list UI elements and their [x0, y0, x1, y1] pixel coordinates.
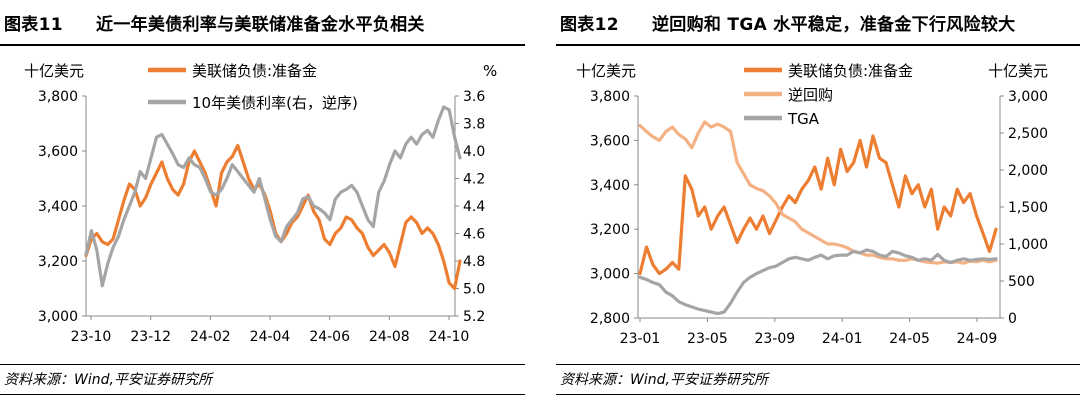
figure-number: 图表11	[4, 15, 63, 35]
legend-label-0: 美联储负债:准备金	[788, 62, 913, 80]
source-note: 资料来源：Wind,平安证券研究所	[4, 372, 212, 388]
figure-title: 近一年美债利率与美联储准备金水平负相关	[96, 15, 425, 35]
right-tick-label: 0	[1008, 311, 1017, 327]
right-tick-label: 500	[1008, 274, 1035, 290]
figure-title: 逆回购和 TGA 水平稳定，准备金下行风险较大	[652, 15, 1016, 35]
x-tick-label: 23-05	[687, 331, 728, 347]
right-tick-label: 5.0	[463, 282, 485, 298]
bottom-rule	[556, 394, 1080, 395]
right-tick-label: 5.2	[463, 309, 485, 325]
left-tick-label: 3,000	[38, 309, 78, 325]
x-tick-label: 24-05	[889, 331, 930, 347]
left-tick-label: 3,400	[590, 178, 630, 194]
legend-label-1: 逆回购	[788, 86, 833, 104]
left-tick-label: 3,800	[38, 89, 78, 105]
left-tick-label: 3,600	[38, 144, 78, 160]
x-tick-label: 24-10	[429, 329, 470, 345]
source-rule	[0, 364, 525, 365]
left-tick-label: 3,200	[590, 222, 630, 238]
source-note: 资料来源：Wind,平安证券研究所	[560, 372, 768, 388]
right-tick-label: 2,500	[1008, 126, 1048, 142]
right-tick-label: 1,500	[1008, 200, 1048, 216]
left-axis-unit: 十亿美元	[24, 62, 84, 80]
left-tick-label: 3,200	[38, 254, 78, 270]
x-tick-label: 23-09	[754, 331, 795, 347]
x-tick-label: 24-04	[250, 329, 291, 345]
bottom-rule	[0, 394, 525, 395]
right-tick-label: 4.4	[463, 199, 485, 215]
left-tick-label: 3,000	[590, 267, 630, 283]
left-tick-label: 2,800	[590, 311, 630, 327]
chart-left: 十亿美元 % 3,000 3,200 3,400 3,600 3,800 3.6 3.8 4.0 4…	[24, 62, 497, 345]
x-tick-label: 24-02	[190, 329, 231, 345]
x-tick-label: 24-01	[822, 331, 863, 347]
series-line-2	[638, 248, 998, 316]
series-line-1	[84, 105, 462, 288]
legend-label-0: 美联储负债:准备金	[192, 62, 317, 80]
right-tick-label: 4.8	[463, 254, 485, 270]
x-tick-label: 23-10	[71, 329, 112, 345]
chart-panel-right: 图表12 逆回购和 TGA 水平稳定，准备金下行风险较大 十亿美元 十亿美元 2,80…	[556, 0, 1080, 405]
series-line-0	[84, 143, 462, 291]
left-axis-unit: 十亿美元	[576, 62, 636, 80]
right-axis-unit: 十亿美元	[988, 62, 1048, 80]
title-rule	[0, 44, 525, 46]
chart-right: 十亿美元 十亿美元 2,800 3,000 3,200 3,400 3,600 3,800 0 5…	[576, 62, 1048, 347]
right-tick-label: 1,000	[1008, 237, 1048, 253]
figure-number: 图表12	[560, 15, 619, 35]
panel-title: 图表11 近一年美债利率与美联储准备金水平负相关	[4, 10, 425, 35]
chart-panel-left: 图表11 近一年美债利率与美联储准备金水平负相关 十亿美元% 3,000 3,200 3…	[0, 0, 525, 405]
right-tick-label: 4.2	[463, 172, 485, 188]
right-tick-label: 3.8	[463, 117, 485, 133]
x-tick-label: 24-06	[309, 329, 350, 345]
x-tick-label: 23-01	[620, 331, 661, 347]
right-tick-label: 4.6	[463, 227, 485, 243]
x-tick-label: 24-09	[957, 331, 998, 347]
title-rule	[556, 44, 1080, 46]
legend-label-1: 10年美债利率(右，逆序)	[192, 94, 358, 112]
right-tick-label: 3.6	[463, 89, 485, 105]
right-tick-label: 2,000	[1008, 163, 1048, 179]
legend-label-2: TGA	[787, 110, 820, 128]
x-tick-label: 23-12	[130, 329, 171, 345]
right-tick-label: 4.0	[463, 144, 485, 160]
left-tick-label: 3,600	[590, 133, 630, 149]
source-rule	[556, 364, 1080, 365]
right-tick-label: 3,000	[1008, 89, 1048, 105]
panel-title: 图表12 逆回购和 TGA 水平稳定，准备金下行风险较大	[560, 10, 1015, 35]
right-axis-unit: %	[483, 62, 497, 80]
left-tick-label: 3,400	[38, 199, 78, 215]
series-line-0	[638, 134, 998, 276]
left-tick-label: 3,800	[590, 89, 630, 105]
series-line-1	[638, 120, 998, 265]
x-tick-label: 24-08	[369, 329, 410, 345]
